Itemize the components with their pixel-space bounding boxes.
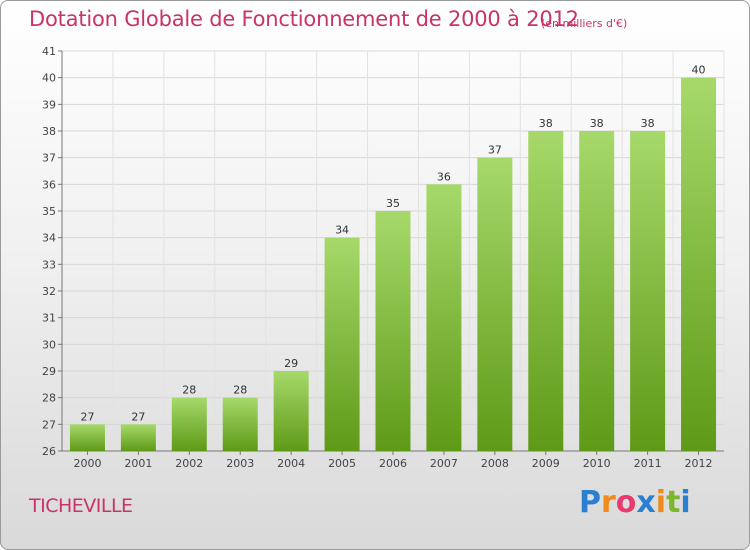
data-label-2007: 36 bbox=[437, 170, 451, 183]
x-tick-label-2007: 2007 bbox=[430, 457, 458, 470]
bar-layer bbox=[69, 77, 717, 452]
y-tick-label: 35 bbox=[42, 205, 56, 218]
data-label-2003: 28 bbox=[233, 384, 247, 397]
x-tick-label-2004: 2004 bbox=[277, 457, 305, 470]
place-name: TICHEVILLE bbox=[29, 495, 133, 517]
bar-2000 bbox=[69, 424, 105, 451]
data-label-2002: 28 bbox=[182, 384, 196, 397]
y-tick-label: 36 bbox=[42, 178, 56, 191]
y-tick-label: 34 bbox=[42, 232, 56, 245]
y-tick-label: 29 bbox=[42, 365, 56, 378]
y-tick-label: 31 bbox=[42, 312, 56, 325]
y-tick-label: 27 bbox=[42, 418, 56, 431]
label-layer: 27 27 28 28 29 34 35 36 37 38 38 38 40 bbox=[80, 64, 705, 424]
x-tick-label-2012: 2012 bbox=[685, 457, 713, 470]
bar-2002 bbox=[171, 397, 207, 451]
data-label-2011: 38 bbox=[641, 117, 655, 130]
bar-2010 bbox=[579, 131, 615, 451]
bar-2009 bbox=[528, 131, 564, 451]
y-tick-label: 32 bbox=[42, 285, 56, 298]
y-tick-label: 40 bbox=[42, 72, 56, 85]
bar-2003 bbox=[222, 397, 258, 451]
data-label-2004: 29 bbox=[284, 357, 298, 370]
y-tick-label: 33 bbox=[42, 258, 56, 271]
y-tick-label: 28 bbox=[42, 392, 56, 405]
bar-2012 bbox=[681, 77, 717, 452]
bar-2006 bbox=[375, 211, 411, 451]
y-tick-label: 30 bbox=[42, 338, 56, 351]
bar-2005 bbox=[324, 237, 360, 451]
x-tick-label-2011: 2011 bbox=[634, 457, 662, 470]
y-tick-label: 26 bbox=[42, 445, 56, 458]
x-tick-label-2003: 2003 bbox=[226, 457, 254, 470]
data-label-2006: 35 bbox=[386, 197, 400, 210]
data-label-2001: 27 bbox=[131, 410, 145, 423]
bar-2008 bbox=[477, 157, 513, 451]
bar-2004 bbox=[273, 371, 309, 451]
data-label-2008: 37 bbox=[488, 144, 502, 157]
data-label-2012: 40 bbox=[692, 64, 706, 77]
y-tick-label: 38 bbox=[42, 125, 56, 138]
bar-2011 bbox=[630, 131, 666, 451]
y-tick-label: 39 bbox=[42, 98, 56, 111]
x-tick-label-2001: 2001 bbox=[124, 457, 152, 470]
bar-2007 bbox=[426, 184, 462, 452]
bar-2001 bbox=[120, 424, 156, 451]
x-tick-label-2005: 2005 bbox=[328, 457, 356, 470]
x-tick-label-2008: 2008 bbox=[481, 457, 509, 470]
x-tick-label-2002: 2002 bbox=[175, 457, 203, 470]
data-label-2005: 34 bbox=[335, 224, 349, 237]
data-label-2009: 38 bbox=[539, 117, 553, 130]
chart-unit-note: (en milliers d'€) bbox=[541, 17, 628, 30]
data-label-2000: 27 bbox=[80, 410, 94, 423]
x-tick-label-2000: 2000 bbox=[73, 457, 101, 470]
data-label-2010: 38 bbox=[590, 117, 604, 130]
proxiti-logo: Proxiti bbox=[579, 485, 691, 520]
x-tick-label-2009: 2009 bbox=[532, 457, 560, 470]
x-tick-label-2010: 2010 bbox=[583, 457, 611, 470]
y-tick-label: 37 bbox=[42, 152, 56, 165]
x-tick-label-2006: 2006 bbox=[379, 457, 407, 470]
chart-title: Dotation Globale de Fonctionnement de 20… bbox=[29, 7, 579, 31]
y-tick-label: 41 bbox=[42, 45, 56, 58]
